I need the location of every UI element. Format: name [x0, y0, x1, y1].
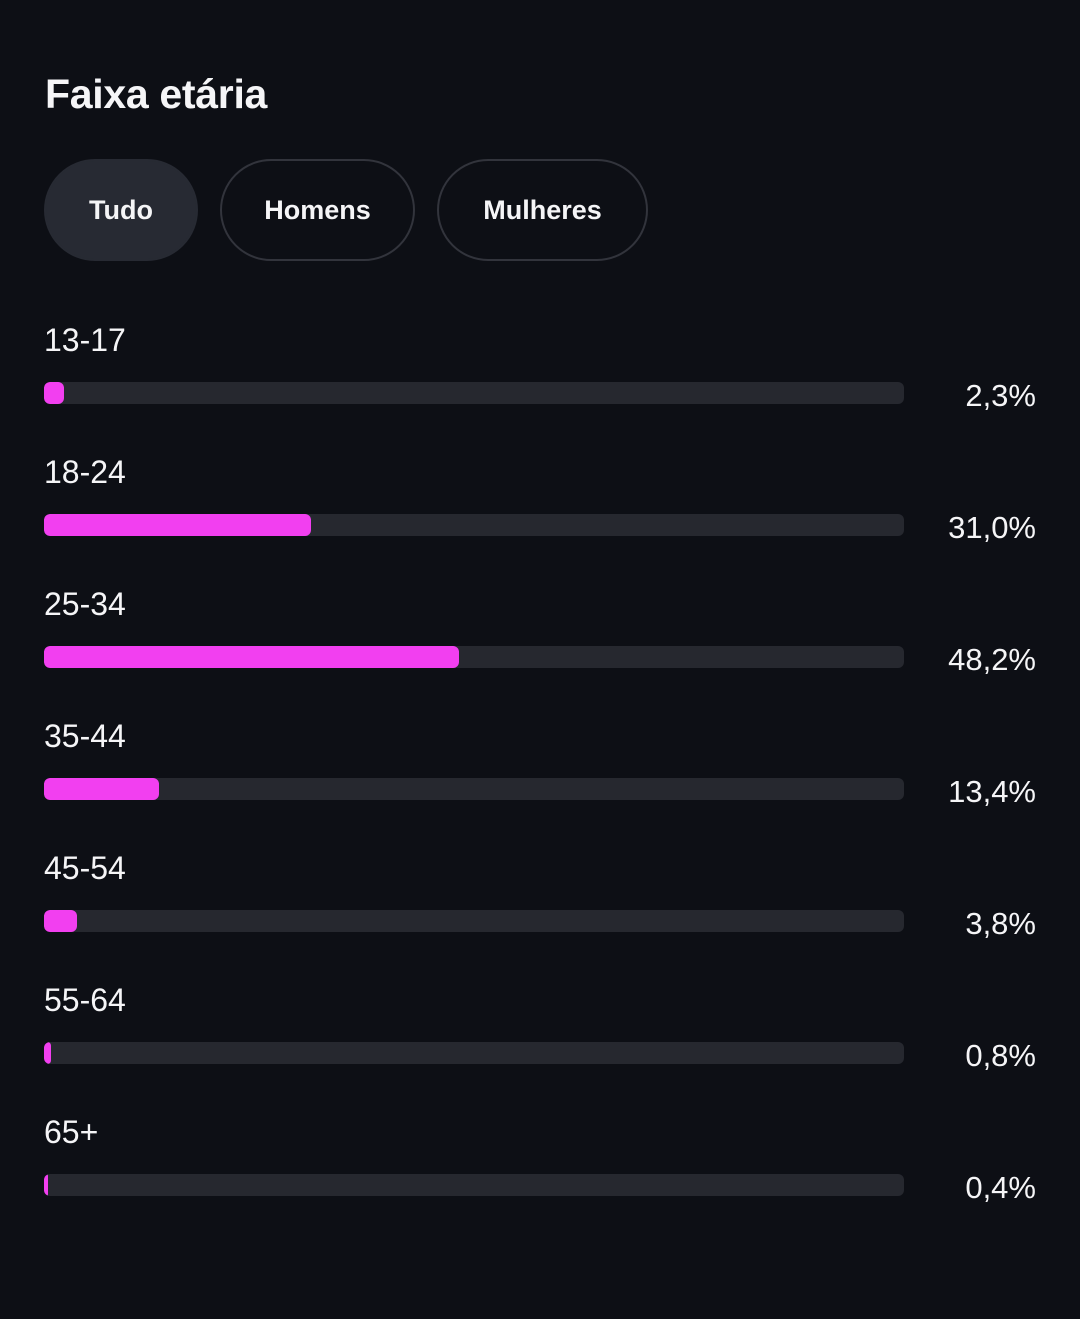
- age-range-label: 55-64: [44, 982, 126, 1018]
- age-range-label: 45-54: [44, 850, 126, 886]
- percentage-value: 3,8%: [965, 906, 1036, 941]
- age-row: 45-54 3,8%: [44, 844, 1036, 976]
- progress-fill: [44, 910, 77, 932]
- progress-track: [44, 514, 904, 536]
- progress-fill: [44, 1042, 51, 1064]
- progress-track: [44, 646, 904, 668]
- age-range-label: 35-44: [44, 718, 126, 754]
- age-row: 13-17 2,3%: [44, 316, 1036, 448]
- progress-fill: [44, 778, 160, 800]
- age-range-label: 65+: [44, 1114, 99, 1150]
- filter-women-button[interactable]: Mulheres: [437, 159, 648, 261]
- section-title: Faixa etária: [45, 71, 268, 117]
- age-range-label: 25-34: [44, 586, 126, 622]
- percentage-value: 13,4%: [948, 774, 1036, 809]
- progress-track: [44, 1042, 904, 1064]
- age-range-label: 13-17: [44, 322, 126, 358]
- age-row: 25-34 48,2%: [44, 580, 1036, 712]
- progress-fill: [44, 382, 64, 404]
- filter-all-button[interactable]: Tudo: [44, 159, 198, 261]
- filter-men-button[interactable]: Homens: [220, 159, 415, 261]
- percentage-value: 0,8%: [965, 1038, 1036, 1073]
- percentage-value: 48,2%: [948, 642, 1036, 677]
- progress-fill: [44, 1174, 48, 1196]
- age-row: 55-64 0,8%: [44, 976, 1036, 1108]
- progress-track: [44, 382, 904, 404]
- gender-filter-chips: Tudo Homens Mulheres: [44, 159, 648, 261]
- percentage-value: 0,4%: [965, 1170, 1036, 1205]
- progress-track: [44, 1174, 904, 1196]
- percentage-value: 2,3%: [965, 378, 1036, 413]
- age-distribution-list: 13-17 2,3% 18-24 31,0% 25-34 48,2% 35-44: [44, 316, 1036, 1240]
- progress-track: [44, 778, 904, 800]
- age-row: 18-24 31,0%: [44, 448, 1036, 580]
- age-range-label: 18-24: [44, 454, 126, 490]
- age-row: 65+ 0,4%: [44, 1108, 1036, 1240]
- progress-fill: [44, 646, 459, 668]
- progress-track: [44, 910, 904, 932]
- age-row: 35-44 13,4%: [44, 712, 1036, 844]
- progress-fill: [44, 514, 311, 536]
- percentage-value: 31,0%: [948, 510, 1036, 545]
